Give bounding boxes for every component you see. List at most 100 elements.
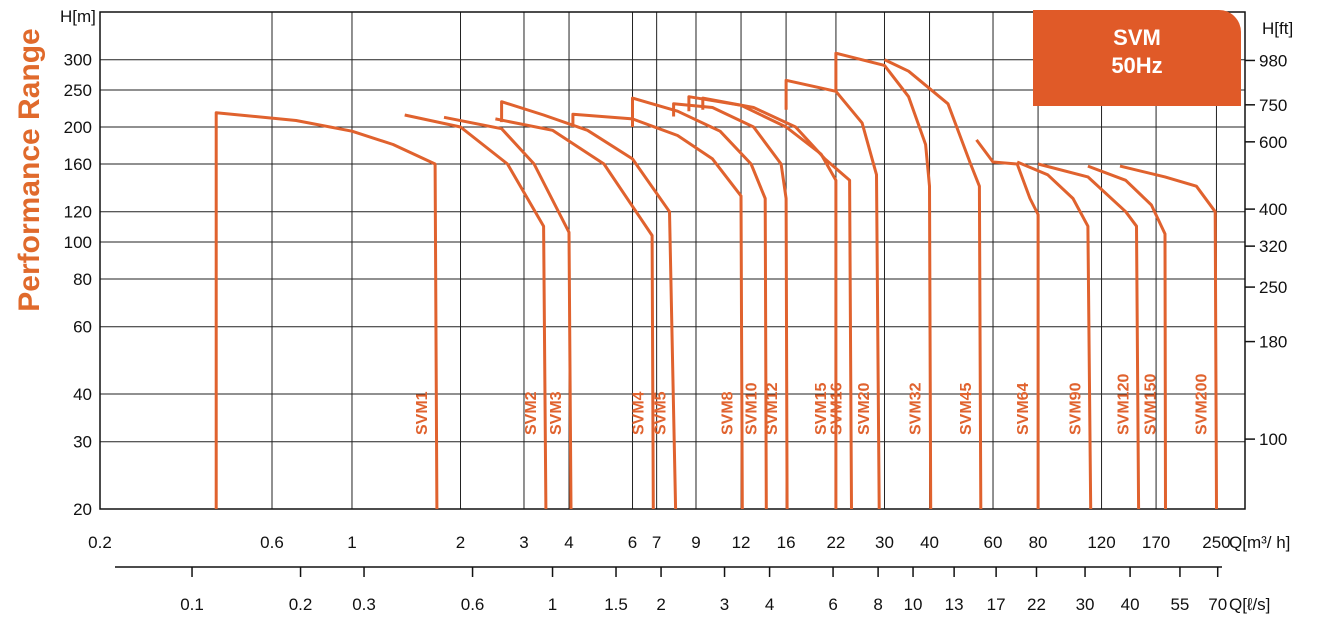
y2-axis-label: H[ft] [1262, 19, 1293, 38]
x2-tick-label: 10 [904, 595, 923, 614]
y2-tick-label: 400 [1259, 200, 1287, 219]
x-tick-label: 170 [1142, 533, 1170, 552]
x-tick-label: 60 [984, 533, 1003, 552]
x-tick-label: 16 [777, 533, 796, 552]
series-curve-svm32 [834, 51, 933, 510]
series-label: SVM10 [743, 382, 760, 435]
x2-tick-label: 6 [828, 595, 837, 614]
x2-tick-label: 22 [1027, 595, 1046, 614]
x2-axis-label: Q[ℓ/s] [1229, 595, 1270, 614]
plot-frame [99, 11, 1246, 510]
y-tick-label: 80 [73, 270, 92, 289]
series-label: SVM2 [523, 391, 540, 435]
x-tick-label: 40 [920, 533, 939, 552]
y2-tick-label: 600 [1259, 133, 1287, 152]
series-label: SVM15 [813, 382, 830, 435]
x2-tick-label: 8 [873, 595, 882, 614]
y2-tick-label: 750 [1259, 96, 1287, 115]
x-tick-label: 2 [456, 533, 465, 552]
series-label: SVM90 [1068, 382, 1085, 435]
x-tick-label: 4 [564, 533, 573, 552]
x-tick-label: 120 [1087, 533, 1115, 552]
y-tick-label: 30 [73, 433, 92, 452]
x-tick-label: 0.2 [88, 533, 112, 552]
series-label: SVM1 [414, 391, 431, 435]
model-badge: SVM 50Hz [1033, 10, 1241, 106]
series-curve-svm200 [1119, 164, 1218, 510]
x-tick-label: 3 [519, 533, 528, 552]
series-label: SVM3 [548, 391, 565, 435]
series-label: SVM200 [1193, 374, 1210, 435]
x-tick-label: 250 [1202, 533, 1230, 552]
series-curve-svm16 [701, 96, 853, 510]
y2-tick-label: 320 [1259, 237, 1287, 256]
series-curve-svm15 [687, 95, 838, 509]
series-curve-svm120 [1037, 162, 1141, 510]
y2-tick-label: 250 [1259, 278, 1287, 297]
x2-tick-label: 1.5 [604, 595, 628, 614]
x-tick-label: 80 [1029, 533, 1048, 552]
y-tick-label: 60 [73, 318, 92, 337]
x2-tick-label: 40 [1121, 595, 1140, 614]
y-tick-label: 100 [64, 233, 92, 252]
y2-tick-label: 180 [1259, 333, 1287, 352]
x2-tick-label: 0.6 [461, 595, 485, 614]
x-tick-label: 7 [652, 533, 661, 552]
x2-tick-label: 13 [945, 595, 964, 614]
series-curve-svm90 [1016, 160, 1093, 510]
y-tick-label: 20 [73, 500, 92, 519]
series-curve-svm1 [214, 111, 439, 510]
series-curve-svm8 [571, 112, 744, 510]
series-label: SVM8 [719, 391, 736, 435]
badge-frequency: 50Hz [1111, 53, 1163, 78]
series-label: SVM12 [764, 382, 781, 435]
x-tick-label: 22 [826, 533, 845, 552]
series-curve-svm2 [404, 113, 548, 510]
y-tick-label: 160 [64, 155, 92, 174]
series-curve-svm45 [883, 58, 983, 510]
x2-tick-label: 55 [1170, 595, 1189, 614]
series-label: SVM16 [829, 382, 846, 435]
x2-tick-label: 17 [987, 595, 1006, 614]
series-curve-svm20 [784, 78, 881, 510]
series-label: SVM45 [958, 382, 975, 435]
x-tick-label: 6 [628, 533, 637, 552]
series-label: SVM120 [1116, 374, 1133, 435]
x-tick-label: 9 [691, 533, 700, 552]
x2-tick-label: 70 [1208, 595, 1227, 614]
x2-tick-label: 4 [765, 595, 774, 614]
y-tick-label: 200 [64, 118, 92, 137]
y-tick-label: 40 [73, 385, 92, 404]
y-tick-label: 300 [64, 51, 92, 70]
x2-tick-label: 0.2 [289, 595, 313, 614]
x2-tick-label: 2 [656, 595, 665, 614]
y-axis-label: H[m] [60, 7, 96, 26]
series-curve-svm64 [975, 139, 1040, 509]
x2-tick-label: 1 [548, 595, 557, 614]
series-label: SVM150 [1142, 374, 1159, 435]
y-tick-label: 250 [64, 81, 92, 100]
series-label: SVM64 [1015, 382, 1032, 435]
series-label: SVM4 [630, 391, 647, 435]
series-label: SVM5 [653, 391, 670, 435]
x-tick-label: 1 [347, 533, 356, 552]
series-curve-svm10 [631, 96, 768, 510]
x2-tick-label: 0.1 [180, 595, 204, 614]
y-tick-label: 120 [64, 203, 92, 222]
series-label: SVM32 [908, 382, 925, 435]
series-curve-svm12 [672, 102, 789, 510]
series-curve-svm3 [443, 115, 573, 510]
x-tick-label: 30 [875, 533, 894, 552]
x2-tick-label: 0.3 [352, 595, 376, 614]
x-tick-label: 12 [732, 533, 751, 552]
badge-model: SVM [1113, 25, 1161, 50]
x2-tick-label: 30 [1076, 595, 1095, 614]
series-curve-svm150 [1087, 164, 1167, 510]
series-label: SVM20 [856, 382, 873, 435]
x-axis-label: Q[m³/ h] [1229, 533, 1290, 552]
series-curve-svm5 [500, 100, 678, 510]
series-curve-svm4 [495, 117, 655, 510]
y2-tick-label: 100 [1259, 430, 1287, 449]
x2-tick-label: 3 [720, 595, 729, 614]
